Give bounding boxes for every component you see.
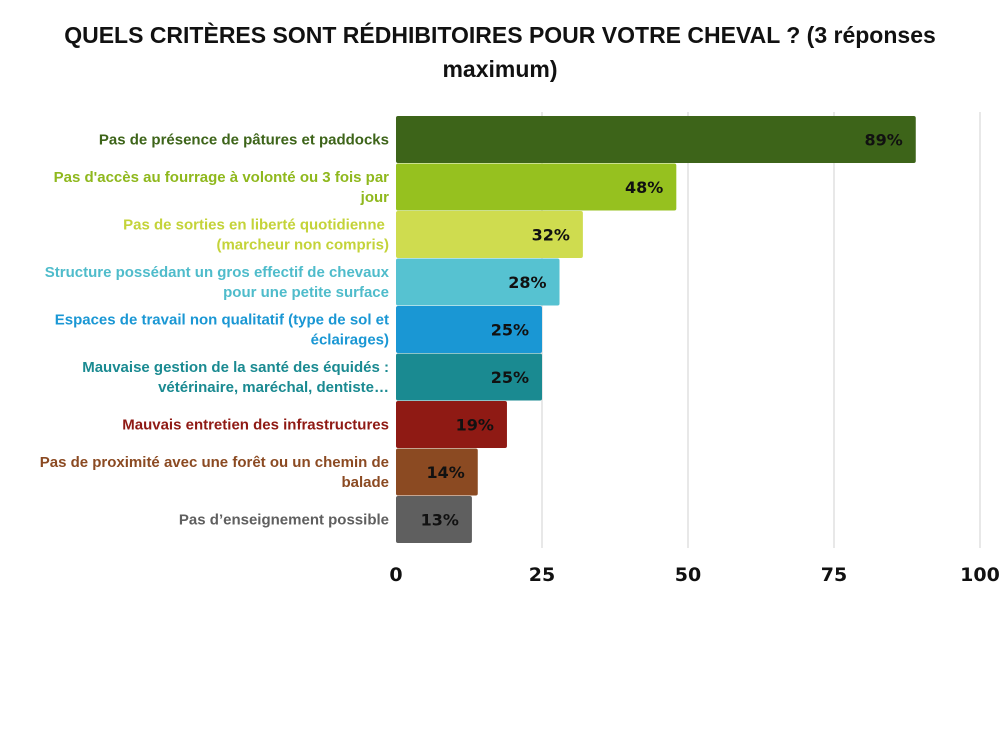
category-label-line: balade [341,474,389,491]
category-labels: Pas de présence de pâtures et paddocks Pa… [40,132,390,529]
value-label-9: 13% [421,511,459,530]
category-label-line: (marcheur non compris) [216,237,389,254]
category-label-4: Structure possédant un gros effectif de … [45,264,390,301]
bar-4 [396,258,560,306]
category-label-line: Pas de présence de pâtures et paddocks [99,132,389,149]
category-label-line: Mauvais entretien des infrastructures [122,417,389,434]
category-label-line: pour une petite surface [223,284,389,301]
category-label-line: vétérinaire, maréchal, dentiste… [158,379,389,396]
category-label-7: Mauvais entretien des infrastructures [122,417,389,434]
bar-6 [396,353,542,401]
category-label-1: Pas de présence de pâtures et paddocks [99,132,389,149]
category-label-line: Mauvaise gestion de la santé des équidés… [82,359,389,376]
value-labels: 89% 48% 32% 28% 25% 25% 19% 14% 13% [421,131,903,530]
category-label-line: Structure possédant un gros effectif de … [45,264,390,281]
bar-1 [396,116,916,163]
value-label-3: 32% [532,226,570,245]
value-label-2: 48% [625,178,663,197]
bar-7 [396,401,507,448]
value-label-7: 19% [456,416,494,435]
category-label-5: Espaces de travail non qualitatif (type … [55,312,389,349]
value-label-4: 28% [508,273,546,292]
bars [396,116,916,543]
chart-title: QUELS CRITÈRES SONT RÉDHIBITOIRES POUR V… [64,22,936,82]
value-label-5: 25% [491,321,529,340]
value-label-6: 25% [491,368,529,387]
category-label-3: Pas de sorties en liberté quotidienne (m… [123,217,389,254]
category-label-2: Pas d'accès au fourrage à volonté ou 3 f… [54,169,390,206]
x-axis-ticks: 0 25 50 75 100 [389,564,999,586]
category-label-line: Pas de sorties en liberté quotidienne [123,217,389,234]
category-label-line: jour [360,189,389,206]
value-label-8: 14% [426,463,464,482]
bar-3 [396,211,583,258]
bar-2 [396,163,677,211]
x-tick-label-0: 0 [389,564,402,586]
category-label-line: Pas d'accès au fourrage à volonté ou 3 f… [54,169,390,186]
category-label-8: Pas de proximité avec une forêt ou un ch… [40,454,389,491]
category-label-line: éclairages) [311,332,389,349]
category-label-9: Pas d’enseignement possible [179,512,389,529]
category-label-line: Pas d’enseignement possible [179,512,389,529]
x-tick-label-25: 25 [529,564,555,586]
bar-8 [396,448,478,496]
bar-5 [396,306,542,353]
bar-9 [396,496,472,543]
category-label-line: Espaces de travail non qualitatif (type … [55,312,389,329]
category-label-line: Pas de proximité avec une forêt ou un ch… [40,454,389,471]
value-label-1: 89% [864,131,902,150]
x-tick-label-50: 50 [675,564,701,586]
x-tick-label-100: 100 [960,564,1000,586]
category-label-6: Mauvaise gestion de la santé des équidés… [82,359,389,396]
x-tick-label-75: 75 [821,564,847,586]
